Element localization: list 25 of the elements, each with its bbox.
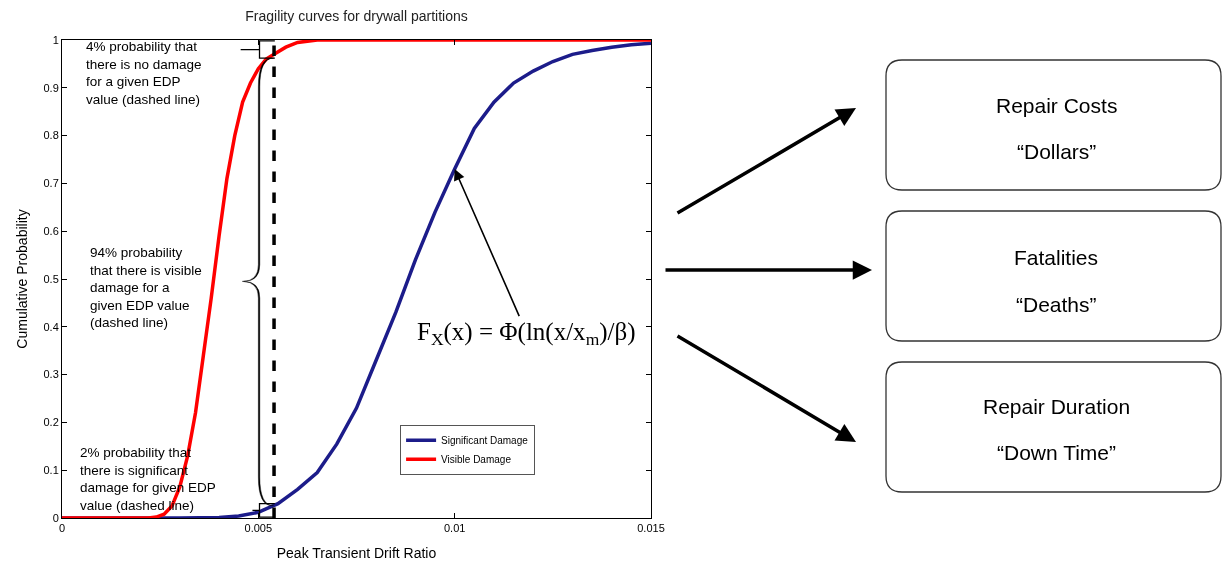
annotation: 4% probability that there is no damage for a given EDP value (dashed line) xyxy=(86,39,202,107)
y-tick-label: 0.2 xyxy=(43,416,59,429)
x-tick-label: 0.015 xyxy=(637,522,665,535)
y-tick-label: 0.1 xyxy=(43,464,59,477)
y-tick-label: 0.9 xyxy=(43,81,59,94)
legend-label: Significant Damage xyxy=(441,435,529,447)
legend-label: Visible Damage xyxy=(441,454,512,466)
text: Repair Costs “Dollars” xyxy=(996,94,1118,163)
y-tick-label: 0.3 xyxy=(43,368,59,381)
y-tick-label: 0.5 xyxy=(43,272,59,285)
annotation: F$_{X}$(x) = Φ(ln(x/x$_{m}$)/β) xyxy=(417,318,636,350)
y-tick-label: 0.6 xyxy=(43,225,59,238)
y-tick-label: 0.4 xyxy=(43,320,59,333)
y-tick-label: 0 xyxy=(52,511,59,524)
y-tick-label: 0.8 xyxy=(43,129,59,142)
text: Repair Duration “Down Time” xyxy=(983,395,1131,464)
x-tick-label: 0.005 xyxy=(244,522,273,535)
y-axis-title: Cumulative Probability xyxy=(14,209,31,349)
annotation: 94% probability that there is visible damage for a given EDP value (dashed line) xyxy=(90,245,202,331)
chart-title: Fragility curves for drywall partitions xyxy=(245,7,468,24)
x-axis-title: Peak Transient Drift Ratio xyxy=(276,544,437,561)
y-tick-label: 1 xyxy=(52,33,59,46)
text: Fatalities “Deaths” xyxy=(1014,246,1099,316)
y-tick-label: 0.7 xyxy=(43,177,59,190)
x-tick-label: 0.01 xyxy=(443,522,466,535)
